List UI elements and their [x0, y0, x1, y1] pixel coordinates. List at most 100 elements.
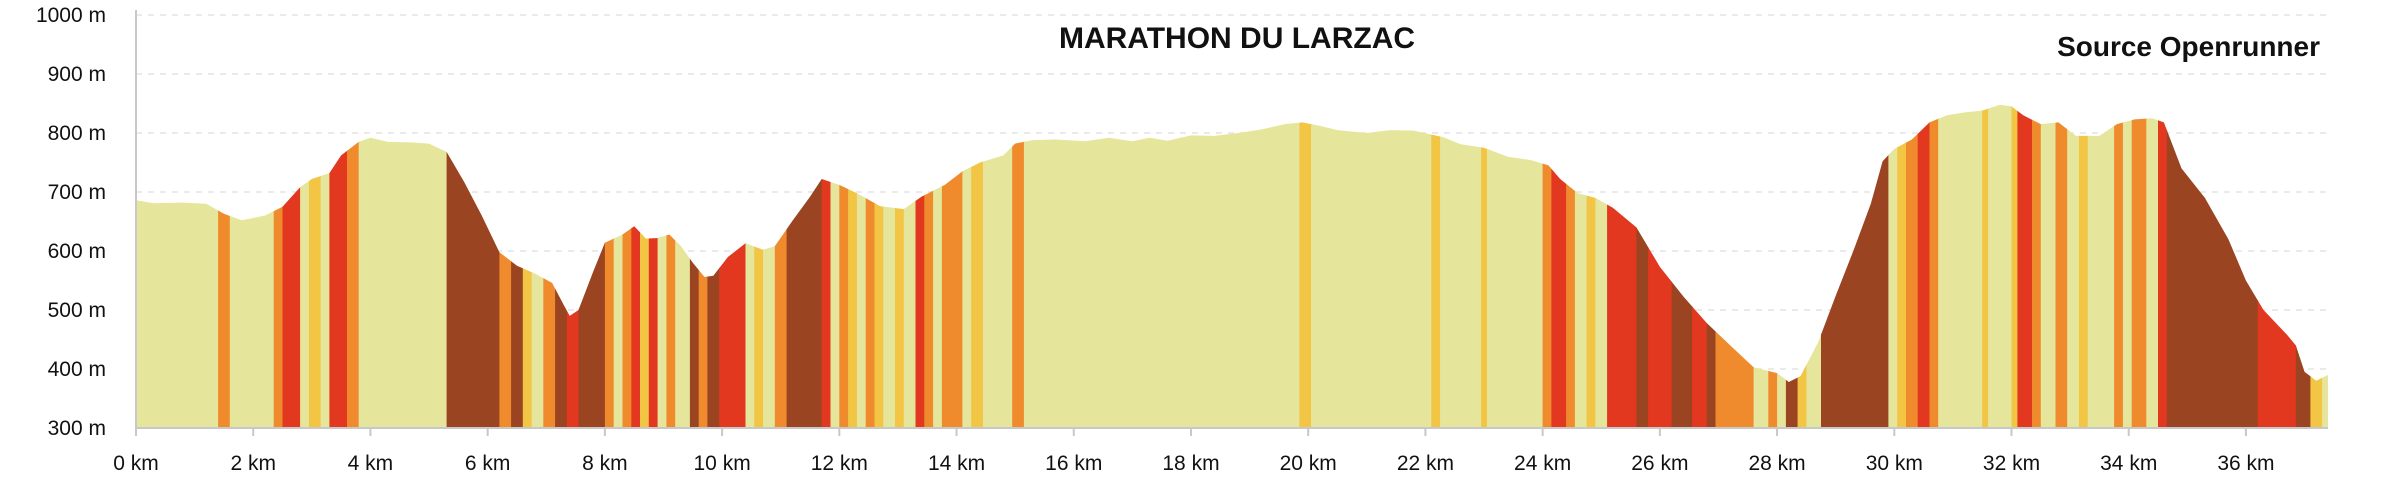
slope-band-36 — [763, 104, 776, 428]
source-note: Source Openrunner — [2057, 31, 2320, 62]
slope-band-40 — [830, 104, 840, 428]
slope-band-95 — [2040, 104, 2057, 428]
slope-band-92 — [2011, 104, 2018, 428]
slope-band-98 — [2078, 104, 2089, 428]
x-tick-labels: 0 km 2 km 4 km 6 km 8 km 10 km 12 km 14 km 16 km… — [113, 428, 2275, 475]
slope-band-70 — [1607, 104, 1637, 428]
slope-band-47 — [895, 104, 905, 428]
y-tick-label-900: 900 m — [48, 63, 106, 86]
slope-band-11 — [446, 104, 454, 428]
slope-band-102 — [2131, 104, 2147, 428]
slope-band-57 — [1023, 104, 1300, 428]
slope-band-83 — [1821, 104, 1889, 428]
slope-band-76 — [1715, 104, 1755, 428]
slope-band-81 — [1797, 104, 1807, 428]
x-tick-label-8: 8 km — [582, 452, 628, 475]
slope-band-28 — [666, 104, 676, 428]
slope-band-91 — [1988, 104, 2013, 428]
slope-band-35 — [754, 104, 764, 428]
x-tick-label-18: 18 km — [1162, 452, 1219, 475]
slope-band-77 — [1753, 104, 1769, 428]
slope-band-34 — [745, 104, 755, 428]
slope-band-22 — [613, 104, 624, 428]
slope-band-7 — [320, 104, 330, 428]
slope-band-0 — [136, 104, 219, 428]
slope-band-19 — [566, 104, 580, 428]
slope-band-87 — [1917, 104, 1930, 428]
slope-band-94 — [2032, 104, 2042, 428]
slope-band-104 — [2158, 104, 2168, 428]
slope-band-55 — [982, 104, 1013, 428]
slope-band-51 — [933, 104, 943, 428]
x-tick-label-22: 22 km — [1397, 452, 1454, 475]
slope-band-6 — [308, 104, 322, 428]
y-tick-label-600: 600 m — [48, 240, 106, 263]
x-tick-label-10: 10 km — [694, 452, 751, 475]
axes — [135, 10, 2328, 429]
slope-band-44 — [865, 104, 876, 428]
x-tick-label-28: 28 km — [1748, 452, 1805, 475]
slope-band-27 — [657, 104, 667, 428]
x-tick-label-6: 6 km — [465, 452, 511, 475]
slope-band-97 — [2067, 104, 2080, 428]
x-tick-label-2: 2 km — [230, 452, 276, 475]
slope-band-103 — [2146, 104, 2159, 428]
slope-band-38 — [786, 104, 823, 428]
slope-band-41 — [839, 104, 849, 428]
slope-band-30 — [689, 104, 700, 428]
slope-band-61 — [1440, 104, 1482, 428]
slope-band-101 — [2122, 104, 2133, 428]
slope-band-10 — [358, 104, 448, 428]
slope-band-24 — [631, 104, 641, 428]
x-tick-label-32: 32 km — [1983, 452, 2040, 475]
x-tick-label-30: 30 km — [1866, 452, 1923, 475]
x-tick-label-14: 14 km — [928, 452, 985, 475]
slope-band-50 — [924, 104, 934, 428]
slope-band-42 — [848, 104, 858, 428]
slope-band-66 — [1566, 104, 1576, 428]
slope-band-56 — [1012, 104, 1025, 428]
slope-band-59 — [1311, 104, 1432, 428]
slope-band-109 — [2322, 104, 2328, 428]
slope-band-29 — [675, 104, 691, 428]
x-tick-label-4: 4 km — [348, 452, 394, 475]
slope-band-53 — [962, 104, 972, 428]
slope-band-100 — [2114, 104, 2124, 428]
slope-band-62 — [1481, 104, 1488, 428]
slope-band-63 — [1487, 104, 1544, 428]
slope-band-3 — [273, 104, 284, 428]
slope-band-64 — [1542, 104, 1552, 428]
slope-band-25 — [640, 104, 650, 428]
slope-band-2 — [229, 104, 275, 428]
slope-band-82 — [1806, 104, 1822, 428]
slope-band-37 — [774, 104, 788, 428]
slope-band-60 — [1431, 104, 1441, 428]
slope-band-84 — [1888, 104, 1898, 428]
slope-band-33 — [719, 104, 747, 428]
slope-band-79 — [1777, 104, 1787, 428]
slope-band-26 — [648, 104, 659, 428]
slope-band-96 — [2055, 104, 2068, 428]
slope-band-18 — [555, 104, 568, 428]
slope-band-69 — [1595, 104, 1608, 428]
slope-band-89 — [1938, 104, 1983, 428]
y-tick-label-500: 500 m — [48, 299, 106, 322]
y-tick-label-700: 700 m — [48, 181, 106, 204]
slope-band-45 — [874, 104, 884, 428]
slope-band-88 — [1929, 104, 1939, 428]
slope-band-67 — [1574, 104, 1588, 428]
slope-band-108 — [2310, 104, 2323, 428]
x-tick-label-16: 16 km — [1045, 452, 1102, 475]
y-tick-labels: 300 m 400 m 500 m 600 m 700 m 800 m 900 m 1000 … — [36, 4, 106, 440]
slope-band-21 — [604, 104, 615, 428]
y-tick-label-300: 300 m — [48, 417, 106, 440]
slope-band-86 — [1906, 104, 1919, 428]
x-tick-label-36: 36 km — [2217, 452, 2274, 475]
slope-band-16 — [531, 104, 544, 428]
slope-band-48 — [903, 104, 917, 428]
slope-band-78 — [1768, 104, 1778, 428]
slope-band-52 — [941, 104, 963, 428]
slope-band-107 — [2295, 104, 2312, 428]
